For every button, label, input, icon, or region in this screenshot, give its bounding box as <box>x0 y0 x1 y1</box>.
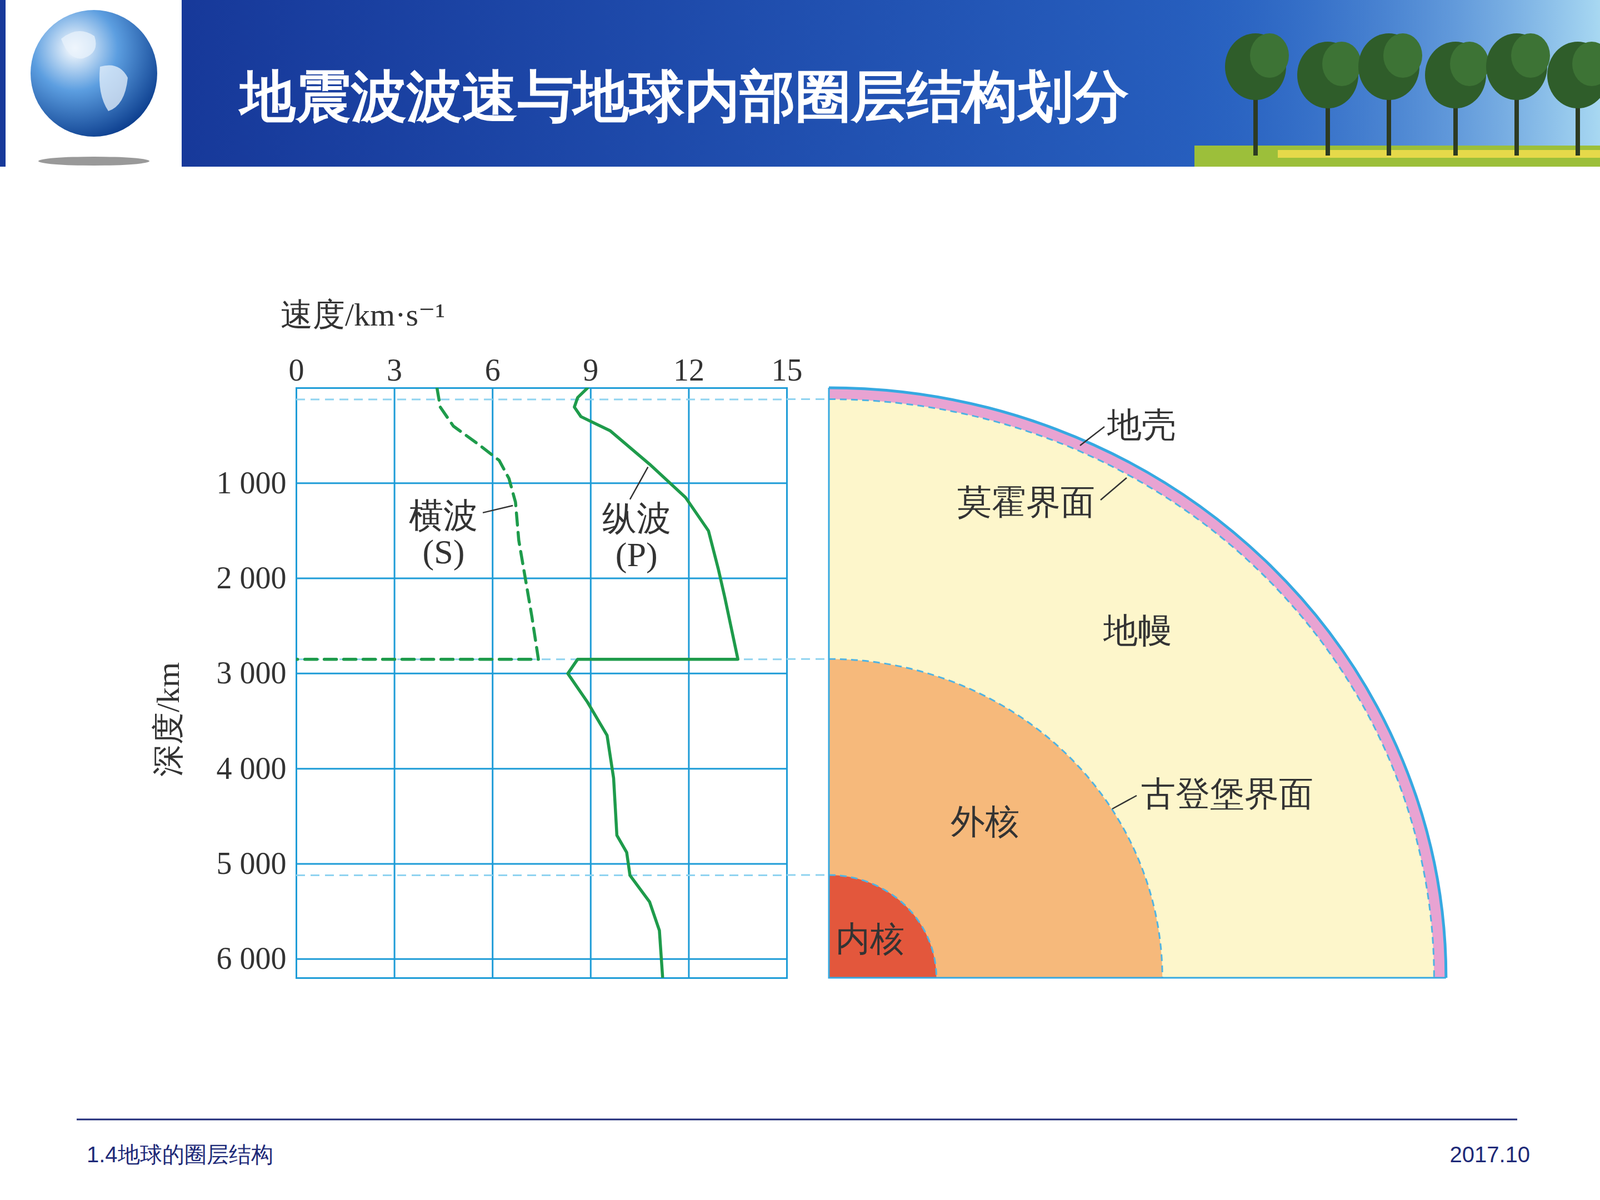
svg-text:莫霍界面: 莫霍界面 <box>957 483 1095 522</box>
html-text:地震波波速与地球内部圈层结构划分: 地震波波速与地球内部圈层结构划分 <box>240 66 1129 128</box>
svg-text:2 000: 2 000 <box>216 560 287 595</box>
svg-text:地幔: 地幔 <box>1102 611 1173 650</box>
svg-text:内核: 内核 <box>835 920 905 958</box>
svg-text:6 000: 6 000 <box>216 941 287 976</box>
svg-text:纵波(P): 纵波(P) <box>602 499 672 574</box>
svg-text:横波(S): 横波(S) <box>408 496 478 572</box>
svg-text:3: 3 <box>386 352 403 388</box>
html-text:速度/km·s⁻¹: 速度/km·s⁻¹ <box>280 296 446 333</box>
html-text:深度/km: 深度/km <box>150 662 187 777</box>
svg-text:12: 12 <box>673 352 705 388</box>
html-text:1.4地球的圈层结构: 1.4地球的圈层结构 <box>86 1142 274 1167</box>
svg-text:3 000: 3 000 <box>216 655 287 690</box>
svg-text:古登堡界面: 古登堡界面 <box>1141 775 1314 813</box>
svg-text:4 000: 4 000 <box>216 751 287 786</box>
html-text:2017.10: 2017.10 <box>1449 1142 1530 1167</box>
svg-text:地壳: 地壳 <box>1106 406 1177 444</box>
svg-text:外核: 外核 <box>950 802 1020 841</box>
svg-text:0: 0 <box>288 352 305 388</box>
svg-text:1 000: 1 000 <box>216 465 287 500</box>
svg-text:15: 15 <box>771 352 803 388</box>
svg-text:9: 9 <box>582 352 599 388</box>
svg-text:6: 6 <box>485 352 501 388</box>
svg-text:5 000: 5 000 <box>216 846 287 881</box>
